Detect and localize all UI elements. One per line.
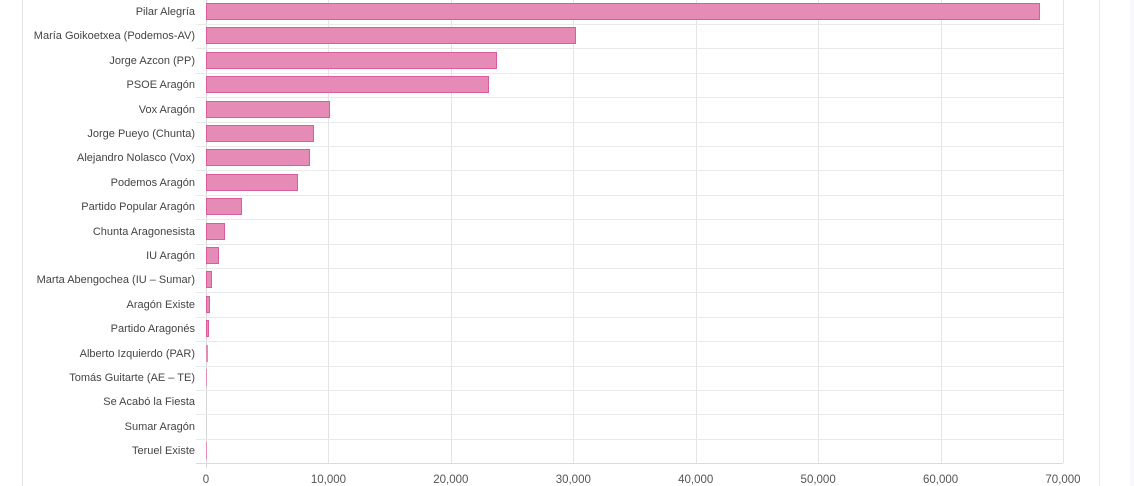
row-gridline [196, 48, 1063, 49]
category-label: Partido Aragonés [110, 323, 195, 335]
x-axis-line [196, 463, 1063, 464]
bar[interactable] [206, 296, 210, 313]
x-tick-label: 70,000 [1045, 474, 1081, 486]
x-gridline [573, 0, 575, 463]
category-label: Podemos Aragón [110, 177, 195, 189]
x-tick-label: 10,000 [310, 474, 347, 486]
category-label: Jorge Pueyo (Chunta) [87, 128, 195, 140]
row-gridline [196, 268, 1063, 269]
x-gridline [328, 0, 330, 463]
x-gridline [940, 0, 942, 463]
x-gridline [695, 0, 697, 463]
row-gridline [196, 317, 1063, 318]
panel-left-border [22, 0, 23, 486]
row-gridline [196, 170, 1063, 171]
row-gridline [196, 122, 1063, 123]
bar-chart-plot-area [196, 0, 1064, 468]
row-gridline [196, 146, 1063, 147]
category-label: Marta Abengochea (IU – Sumar) [36, 274, 195, 286]
x-gridline [450, 0, 452, 463]
x-tick-label: 60,000 [922, 474, 959, 486]
category-label: Sumar Aragón [124, 421, 195, 433]
x-gridline [1063, 0, 1064, 463]
category-label: Jorge Azcon (PP) [109, 55, 195, 67]
scroll-gutter [1130, 0, 1134, 486]
x-tick-label: 20,000 [433, 474, 469, 486]
row-gridline [196, 341, 1063, 342]
bar[interactable] [206, 101, 331, 118]
x-tick-label: 50,000 [800, 474, 836, 486]
category-label: Aragón Existe [126, 299, 195, 311]
bar[interactable] [206, 174, 298, 191]
bar[interactable] [206, 52, 498, 69]
category-label: PSOE Aragón [126, 79, 196, 91]
bar[interactable] [206, 27, 576, 44]
category-label: Tomás Guitarte (AE – TE) [69, 372, 195, 384]
row-gridline [196, 390, 1063, 391]
row-gridline [196, 244, 1063, 245]
bar[interactable] [206, 320, 210, 337]
bar[interactable] [206, 125, 315, 142]
row-gridline [196, 366, 1063, 367]
category-label: Teruel Existe [132, 445, 195, 457]
x-tick-label: 30,000 [555, 474, 591, 486]
category-label: Partido Popular Aragón [81, 201, 195, 213]
row-gridline [196, 414, 1063, 415]
category-label: María Goikoetxea (Podemos-AV) [33, 30, 195, 42]
category-label: Pilar Alegría [135, 6, 195, 18]
row-gridline [196, 24, 1063, 25]
panel-right-border [1099, 0, 1100, 486]
row-gridline [196, 97, 1063, 98]
row-gridline [196, 219, 1063, 220]
bar[interactable] [206, 247, 219, 264]
bar[interactable] [206, 223, 225, 240]
row-gridline [196, 439, 1063, 440]
bar[interactable] [206, 198, 243, 215]
category-label: Vox Aragón [138, 104, 195, 116]
category-label: Alberto Izquierdo (PAR) [79, 348, 195, 360]
category-label: Alejandro Nolasco (Vox) [76, 152, 195, 164]
bar[interactable] [206, 369, 207, 386]
bar[interactable] [206, 76, 489, 93]
x-gridline [818, 0, 820, 463]
bar[interactable] [206, 345, 209, 362]
bar[interactable] [206, 271, 213, 288]
row-gridline [196, 195, 1063, 196]
category-label: Se Acabó la Fiesta [103, 396, 195, 408]
category-label: IU Aragón [146, 250, 195, 262]
x-tick-label: 0 [202, 474, 210, 486]
x-tick-label: 40,000 [678, 474, 714, 486]
bar[interactable] [206, 442, 207, 459]
row-gridline [196, 73, 1063, 74]
row-gridline [196, 292, 1063, 293]
category-label: Chunta Aragonesista [92, 226, 195, 238]
bar[interactable] [206, 3, 1040, 20]
bar[interactable] [206, 149, 311, 166]
